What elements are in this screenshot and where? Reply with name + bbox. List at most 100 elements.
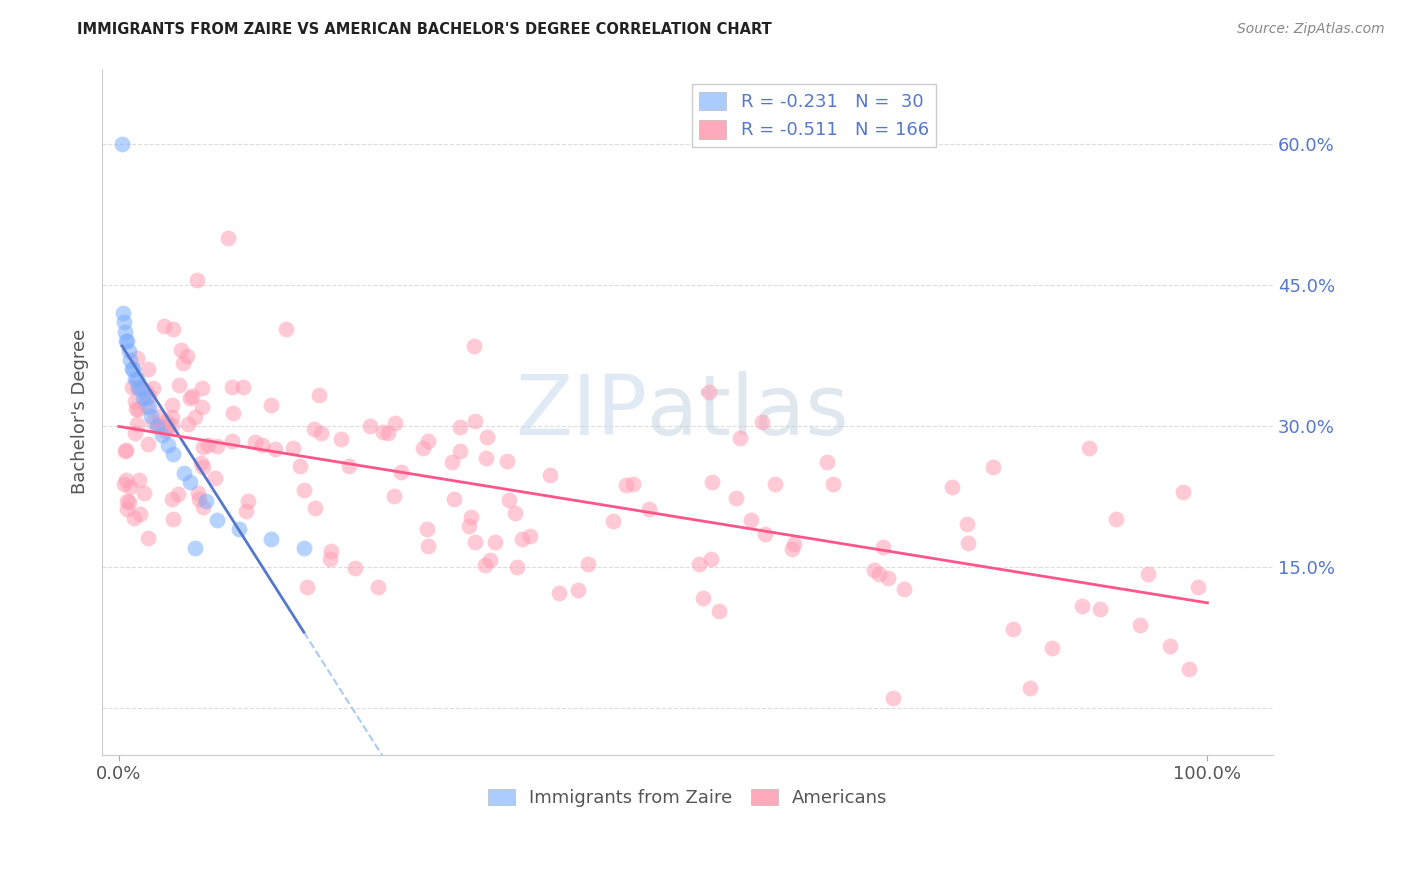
Point (136, 531, 159, 545)
Point (780, 542, 803, 557)
Point (146, 418, 169, 433)
Point (763, 477, 786, 491)
Point (475, 451, 498, 466)
Point (124, 426, 146, 441)
Point (377, 425, 399, 440)
Point (160, 410, 183, 425)
Point (863, 563, 886, 577)
Point (162, 322, 184, 336)
Point (308, 388, 330, 402)
Point (941, 479, 963, 493)
Point (382, 489, 405, 503)
Point (250, 438, 273, 452)
Point (602, 514, 624, 528)
Point (319, 551, 342, 566)
Point (155, 424, 177, 438)
Point (319, 543, 342, 558)
Point (114, 325, 136, 339)
Point (235, 504, 257, 518)
Point (1002, 622, 1025, 636)
Point (190, 401, 212, 415)
Point (754, 526, 776, 541)
Point (184, 541, 207, 555)
Point (127, 417, 149, 431)
Point (449, 420, 471, 434)
Point (416, 434, 439, 448)
Point (128, 473, 150, 487)
Point (112, 476, 135, 491)
Point (281, 441, 304, 455)
Point (118, 495, 141, 509)
Point (142, 415, 165, 429)
Text: ZIP: ZIP (515, 371, 647, 452)
Point (449, 444, 471, 458)
Point (412, 442, 434, 456)
Point (260, 532, 283, 546)
Point (179, 391, 201, 405)
Point (193, 460, 215, 475)
Point (1105, 511, 1128, 525)
Point (170, 343, 193, 357)
Point (221, 406, 243, 420)
Point (1178, 662, 1201, 676)
Point (183, 410, 205, 425)
Point (872, 540, 894, 554)
Point (441, 455, 464, 469)
Point (367, 581, 389, 595)
Point (127, 380, 149, 394)
Point (162, 492, 184, 507)
Point (1077, 441, 1099, 455)
Point (343, 561, 366, 575)
Point (193, 440, 215, 454)
Point (264, 442, 287, 456)
Point (621, 476, 644, 491)
Point (124, 372, 146, 386)
Point (1187, 580, 1209, 594)
Point (160, 418, 183, 433)
Point (169, 378, 191, 392)
Point (179, 475, 201, 490)
Point (688, 557, 710, 571)
Point (707, 604, 730, 618)
Point (464, 414, 486, 428)
Point (205, 513, 228, 527)
Point (115, 473, 138, 487)
Point (692, 591, 714, 605)
Point (127, 372, 149, 386)
Point (702, 475, 724, 489)
Point (135, 391, 157, 405)
Point (115, 494, 138, 508)
Point (302, 422, 325, 436)
Point (309, 426, 332, 441)
Point (117, 343, 139, 358)
Point (638, 501, 661, 516)
Point (138, 389, 160, 403)
Point (136, 361, 159, 376)
Point (823, 477, 845, 491)
Point (576, 557, 599, 571)
Point (292, 483, 315, 497)
Point (957, 535, 980, 549)
Point (510, 532, 533, 546)
Point (981, 459, 1004, 474)
Point (295, 580, 318, 594)
Point (614, 478, 637, 492)
Point (221, 434, 243, 449)
Point (111, 136, 134, 151)
Point (162, 512, 184, 526)
Y-axis label: Bachelor's Degree: Bachelor's Degree (72, 329, 89, 494)
Point (506, 560, 529, 574)
Point (217, 231, 239, 245)
Text: Source: ZipAtlas.com: Source: ZipAtlas.com (1237, 22, 1385, 37)
Point (124, 393, 146, 408)
Point (166, 486, 188, 500)
Point (538, 467, 561, 482)
Point (125, 401, 148, 416)
Point (138, 400, 160, 414)
Point (132, 391, 155, 405)
Point (127, 381, 149, 395)
Point (384, 417, 406, 431)
Point (1019, 681, 1042, 696)
Point (121, 380, 143, 394)
Point (699, 551, 721, 566)
